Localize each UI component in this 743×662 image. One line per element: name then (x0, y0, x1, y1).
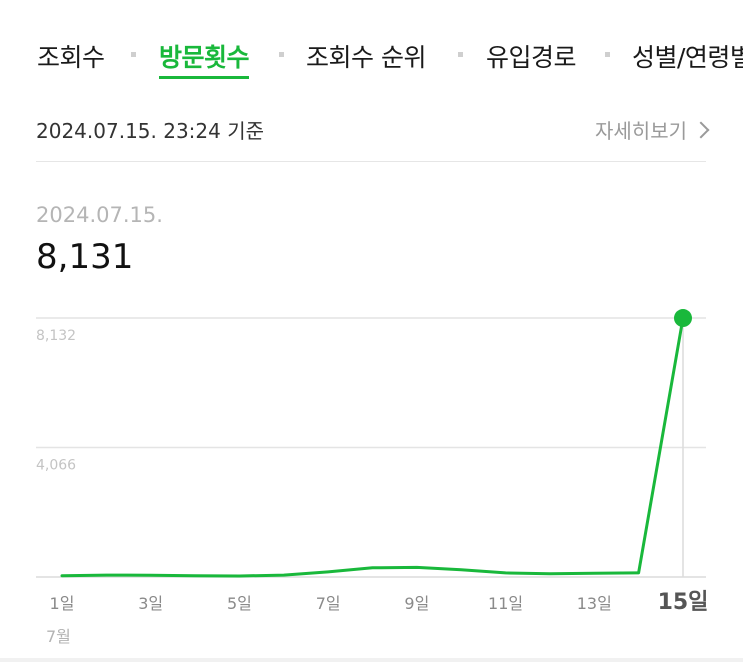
divider (36, 161, 706, 162)
highlighted-data-point[interactable] (674, 309, 692, 328)
basis-timestamp: 2024.07.15. 23:24 기준 (36, 119, 265, 143)
y-tick-label: 8,132 (36, 328, 76, 344)
view-details-link[interactable]: 자세히보기 (595, 115, 710, 144)
chevron-right-icon (692, 121, 710, 139)
month-label: 7월 (46, 627, 71, 646)
tab-referrer[interactable]: 유입경로 (486, 43, 577, 72)
x-tick-label: 7일 (316, 594, 341, 613)
tab-separator (458, 52, 463, 57)
selected-date: 2024.07.15. (36, 203, 163, 227)
x-tick-label: 3일 (138, 594, 163, 613)
stats-tab-bar: 조회수 방문횟수 조회수 순위 유입경로 성별/연령별 (0, 30, 743, 80)
x-tick-label: 5일 (227, 594, 252, 613)
tab-separator (605, 52, 610, 57)
tab-separator (131, 52, 136, 57)
view-details-label: 자세히보기 (595, 119, 687, 143)
visits-line-chart[interactable]: 8,132 4,066 1일 3일 5일 7일 9일 11일 13일 15일 (0, 290, 743, 625)
footer-divider (0, 658, 743, 662)
tab-separator (279, 52, 284, 57)
tab-views[interactable]: 조회수 (37, 43, 105, 72)
tab-gender-age[interactable]: 성별/연령별 (632, 43, 743, 72)
selected-value: 8,131 (36, 237, 134, 277)
x-tick-label: 11일 (488, 594, 523, 613)
x-tick-label: 15일 (658, 590, 709, 615)
x-tick-label: 13일 (577, 594, 612, 613)
tab-visits[interactable]: 방문횟수 (159, 38, 250, 79)
visits-series-line (60, 316, 685, 578)
x-tick-label: 9일 (404, 594, 429, 613)
x-tick-label: 1일 (50, 594, 75, 613)
tab-view-rank[interactable]: 조회수 순위 (306, 43, 426, 72)
y-tick-label: 4,066 (36, 458, 76, 474)
